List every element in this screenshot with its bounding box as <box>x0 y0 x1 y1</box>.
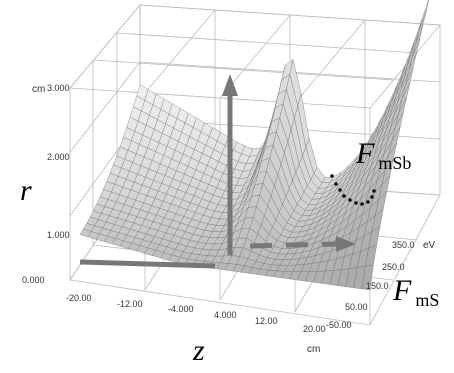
surface-patch <box>411 23 424 59</box>
path-dot <box>338 188 342 192</box>
path-dot <box>342 194 346 198</box>
fms-main: F <box>392 274 412 307</box>
top-grid <box>116 32 418 54</box>
up-arrow-head <box>222 74 238 96</box>
x-tick-0: -20.00 <box>66 293 92 303</box>
path-dot <box>334 182 338 186</box>
path-dot <box>370 195 374 199</box>
y-tick-2: 2.000 <box>47 152 70 162</box>
y-tick-1: 1.000 <box>47 230 70 240</box>
x-tick-4: 12.00 <box>255 316 278 326</box>
path-dot <box>366 200 370 204</box>
top-grid <box>144 9 216 94</box>
top-face <box>69 4 441 109</box>
depth-tick-3: 50.00 <box>345 302 368 312</box>
r-axis-label: r <box>20 174 32 207</box>
depth-tick-1: 250.0 <box>382 262 405 272</box>
top-grid <box>92 59 394 81</box>
top-grid <box>294 19 366 104</box>
y-unit-label: cm <box>32 84 45 95</box>
arrows <box>79 74 356 269</box>
y-tick-3: 3.000 <box>47 83 70 93</box>
dashed-arrow-head <box>336 236 356 252</box>
depth-tick-2: 150.0 <box>366 281 389 291</box>
x-unit-label: cm <box>307 344 320 355</box>
x-tick-3: 4.000 <box>214 310 237 320</box>
z-axis-label: z <box>192 334 205 367</box>
left-grid <box>69 61 141 153</box>
y-tick-0: 0.000 <box>22 275 45 285</box>
path-dot <box>354 201 358 205</box>
path-dot <box>372 189 376 193</box>
fmsb-main: F <box>355 137 375 170</box>
dashed-arrow-shaft <box>249 241 339 249</box>
fms-sub: mS <box>415 290 439 310</box>
path-dot <box>348 198 352 202</box>
surface-patch <box>361 264 374 291</box>
surface-patch <box>415 9 427 46</box>
fmsb-label: F mSb <box>355 137 411 173</box>
path-dot <box>330 174 334 178</box>
dotted-path <box>330 174 376 206</box>
fmsb-sub: mSb <box>378 153 411 173</box>
fms-label: F mS <box>392 274 439 310</box>
depth-tick-4: -50.00 <box>326 320 352 330</box>
floor-arrow-shaft <box>79 259 216 269</box>
depth-unit-label: eV <box>423 240 436 251</box>
x-tick-2: -4.000 <box>168 304 194 314</box>
path-dot <box>360 202 364 206</box>
depth-tick-0: 350.0 <box>392 240 415 250</box>
x-tick-1: -12.00 <box>117 299 143 309</box>
x-tick-5: 20.00 <box>303 324 326 334</box>
